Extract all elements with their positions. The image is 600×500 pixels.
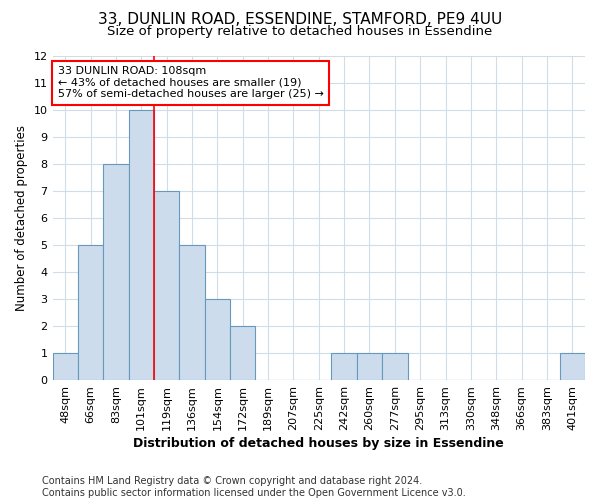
Bar bbox=[128, 110, 154, 380]
Bar bbox=[179, 245, 205, 380]
Bar bbox=[53, 353, 78, 380]
Y-axis label: Number of detached properties: Number of detached properties bbox=[15, 126, 28, 312]
X-axis label: Distribution of detached houses by size in Essendine: Distribution of detached houses by size … bbox=[133, 437, 504, 450]
Bar bbox=[154, 192, 179, 380]
Bar bbox=[382, 353, 407, 380]
Bar bbox=[103, 164, 128, 380]
Bar bbox=[205, 299, 230, 380]
Bar bbox=[357, 353, 382, 380]
Text: 33, DUNLIN ROAD, ESSENDINE, STAMFORD, PE9 4UU: 33, DUNLIN ROAD, ESSENDINE, STAMFORD, PE… bbox=[98, 12, 502, 28]
Bar bbox=[331, 353, 357, 380]
Text: 33 DUNLIN ROAD: 108sqm
← 43% of detached houses are smaller (19)
57% of semi-det: 33 DUNLIN ROAD: 108sqm ← 43% of detached… bbox=[58, 66, 324, 100]
Text: Contains HM Land Registry data © Crown copyright and database right 2024.
Contai: Contains HM Land Registry data © Crown c… bbox=[42, 476, 466, 498]
Bar bbox=[78, 245, 103, 380]
Bar bbox=[230, 326, 256, 380]
Bar bbox=[560, 353, 585, 380]
Text: Size of property relative to detached houses in Essendine: Size of property relative to detached ho… bbox=[107, 25, 493, 38]
